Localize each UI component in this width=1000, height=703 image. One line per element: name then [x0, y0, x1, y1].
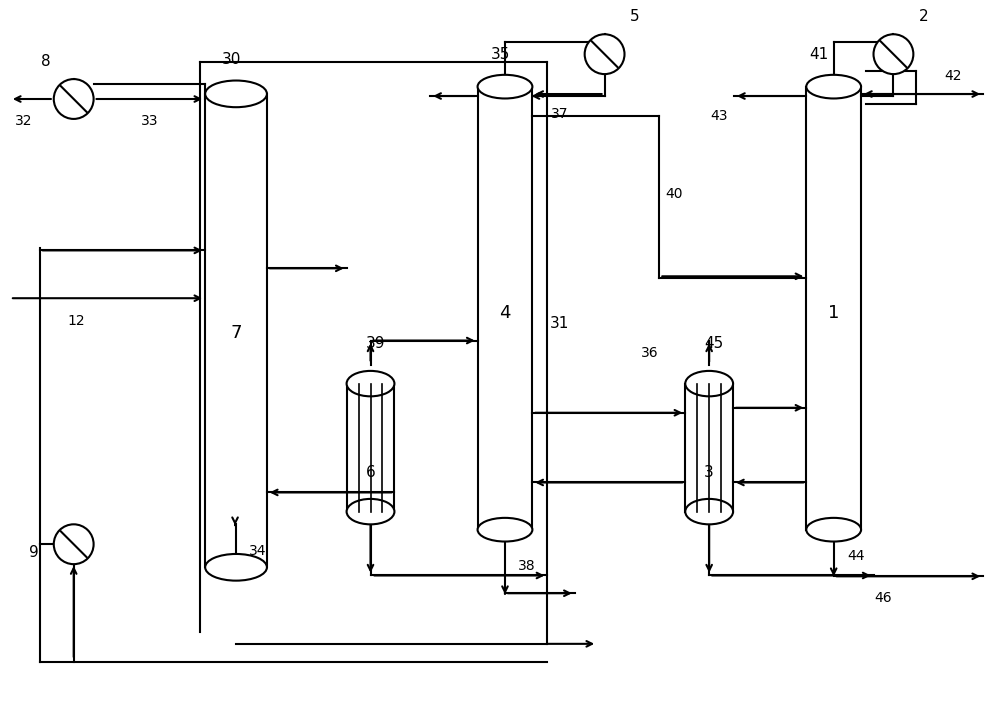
Ellipse shape [806, 75, 861, 98]
Text: 40: 40 [666, 186, 683, 200]
Text: 5: 5 [630, 9, 639, 24]
Text: 45: 45 [705, 336, 724, 351]
Text: 38: 38 [518, 560, 536, 574]
Text: 3: 3 [704, 465, 714, 480]
Polygon shape [347, 384, 394, 512]
Text: 37: 37 [551, 107, 569, 121]
Text: 31: 31 [550, 316, 569, 330]
Text: 8: 8 [41, 53, 51, 69]
Text: 2: 2 [919, 9, 928, 24]
Text: 1: 1 [828, 304, 839, 322]
Text: 9: 9 [29, 545, 39, 560]
Text: 7: 7 [230, 324, 242, 342]
Circle shape [54, 524, 94, 564]
Text: 44: 44 [847, 549, 864, 563]
Circle shape [874, 34, 913, 74]
Text: 12: 12 [68, 314, 85, 328]
Polygon shape [478, 86, 532, 529]
Text: 43: 43 [710, 109, 728, 123]
Ellipse shape [205, 554, 267, 581]
Text: 35: 35 [490, 46, 510, 62]
Polygon shape [205, 94, 267, 567]
Text: 46: 46 [875, 591, 892, 605]
Ellipse shape [347, 371, 394, 396]
Text: 36: 36 [641, 346, 658, 360]
Text: 4: 4 [499, 304, 511, 322]
Ellipse shape [478, 75, 532, 98]
Text: 41: 41 [809, 46, 828, 62]
Ellipse shape [685, 371, 733, 396]
Text: 42: 42 [944, 69, 962, 83]
Circle shape [585, 34, 625, 74]
Ellipse shape [205, 81, 267, 107]
Text: 33: 33 [141, 114, 158, 128]
Ellipse shape [685, 499, 733, 524]
Text: 30: 30 [221, 51, 241, 67]
Ellipse shape [806, 518, 861, 541]
Ellipse shape [478, 518, 532, 541]
Polygon shape [806, 86, 861, 529]
Text: 32: 32 [15, 114, 33, 128]
Ellipse shape [347, 499, 394, 524]
Text: 6: 6 [366, 465, 375, 480]
Text: 34: 34 [249, 543, 267, 557]
Polygon shape [685, 384, 733, 512]
Text: 39: 39 [366, 336, 385, 351]
Circle shape [54, 79, 94, 119]
